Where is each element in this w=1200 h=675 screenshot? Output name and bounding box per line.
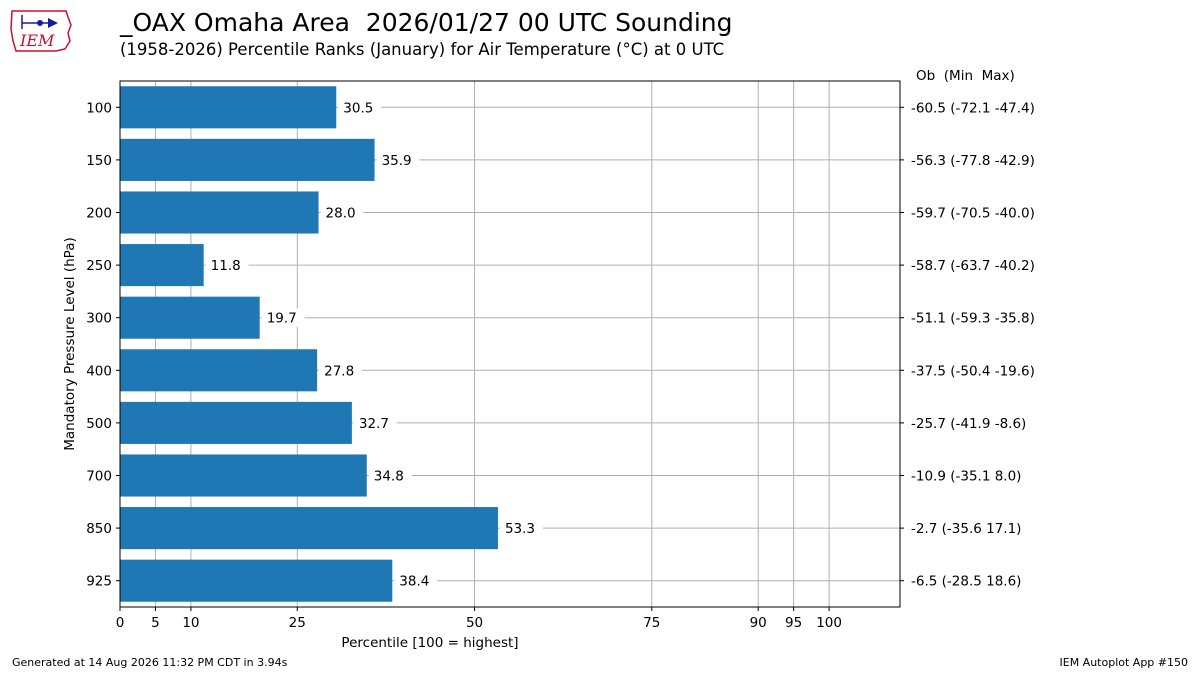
x-axis-label: Percentile [100 = highest] — [341, 635, 518, 651]
y-axis-label: Mandatory Pressure Level (hPa) — [62, 237, 78, 450]
plot-frame — [119, 80, 901, 608]
right-column-header: Ob (Min Max) — [916, 68, 1015, 84]
bar — [120, 349, 318, 392]
right-tick-label: -6.5 (-28.5 18.6) — [911, 574, 1021, 590]
right-tick-label: -37.5 (-50.4 -19.6) — [911, 363, 1035, 379]
right-tick-label: -60.5 (-72.1 -47.4) — [911, 100, 1035, 116]
bar — [120, 191, 319, 234]
y-tick-label: 500 — [86, 416, 112, 432]
value-label-background — [353, 413, 397, 432]
value-label: 34.8 — [374, 469, 404, 485]
iem-logo: IEM — [8, 5, 74, 57]
y-tick-label: 925 — [86, 574, 112, 590]
y-tick-label: 850 — [86, 521, 112, 537]
logo-text: IEM — [19, 31, 55, 50]
bar — [120, 138, 375, 181]
value-label-background — [319, 361, 362, 380]
value-label: 30.5 — [343, 100, 373, 116]
value-label-background — [338, 98, 382, 117]
right-tick-label: -10.9 (-35.1 8.0) — [911, 469, 1021, 485]
value-label: 53.3 — [505, 521, 535, 537]
y-tick-label: 300 — [86, 311, 112, 327]
bar — [120, 507, 498, 550]
x-tick-label: 10 — [182, 615, 199, 631]
bar — [120, 86, 337, 129]
bar — [120, 559, 393, 602]
app-footer: IEM Autoplot App #150 — [1059, 656, 1189, 669]
y-tick-label: 250 — [86, 258, 112, 274]
x-tick-label: 75 — [643, 615, 660, 631]
value-label: 11.8 — [211, 258, 241, 274]
bar — [120, 244, 204, 287]
value-label-background — [368, 466, 412, 485]
chart-title: _OAX Omaha Area 2026/01/27 00 UTC Soundi… — [120, 8, 733, 37]
value-label-background — [320, 203, 364, 222]
value-label-background — [499, 519, 543, 538]
y-tick-label: 200 — [86, 206, 112, 222]
axes: 100 -60.5 (-72.1 -47.4)150 -56.3 (-77.8 -4… — [86, 100, 1035, 631]
right-tick-label: -59.7 (-70.5 -40.0) — [911, 206, 1035, 222]
bars: 30.5 35.9 28.0 11.8 19.7 27.8 32.7 34.8 53.3 38.4 — [120, 86, 543, 602]
bar — [120, 454, 367, 497]
right-tick-label: -58.7 (-63.7 -40.2) — [911, 258, 1035, 274]
bar — [120, 401, 352, 444]
y-tick-label: 400 — [86, 363, 112, 379]
value-label: 28.0 — [326, 206, 356, 222]
x-tick-label: 5 — [151, 615, 160, 631]
right-tick-label: -25.7 (-41.9 -8.6) — [911, 416, 1026, 432]
value-label-background — [205, 256, 249, 275]
value-label: 32.7 — [359, 416, 389, 432]
value-label: 38.4 — [399, 574, 429, 590]
generated-footer: Generated at 14 Aug 2026 11:32 PM CDT in… — [12, 656, 288, 669]
bar — [120, 296, 260, 339]
x-tick-label: 50 — [466, 615, 483, 631]
value-label: 35.9 — [382, 153, 412, 169]
value-label-background — [394, 571, 438, 590]
right-tick-label: -56.3 (-77.8 -42.9) — [911, 153, 1035, 169]
value-label-background — [376, 150, 420, 169]
right-tick-label: -2.7 (-35.6 17.1) — [911, 521, 1021, 537]
value-label: 27.8 — [324, 363, 354, 379]
x-tick-label: 90 — [750, 615, 767, 631]
y-tick-label: 100 — [86, 100, 112, 116]
x-tick-label: 100 — [816, 615, 842, 631]
value-label-background — [261, 308, 305, 327]
x-tick-label: 25 — [289, 615, 306, 631]
x-tick-label: 0 — [116, 615, 125, 631]
right-tick-label: -51.1 (-59.3 -35.8) — [911, 311, 1035, 327]
x-tick-label: 95 — [785, 615, 802, 631]
chart-subtitle: (1958-2026) Percentile Ranks (January) f… — [120, 40, 725, 59]
y-tick-label: 150 — [86, 153, 112, 169]
y-tick-label: 700 — [86, 469, 112, 485]
value-label: 19.7 — [267, 311, 297, 327]
